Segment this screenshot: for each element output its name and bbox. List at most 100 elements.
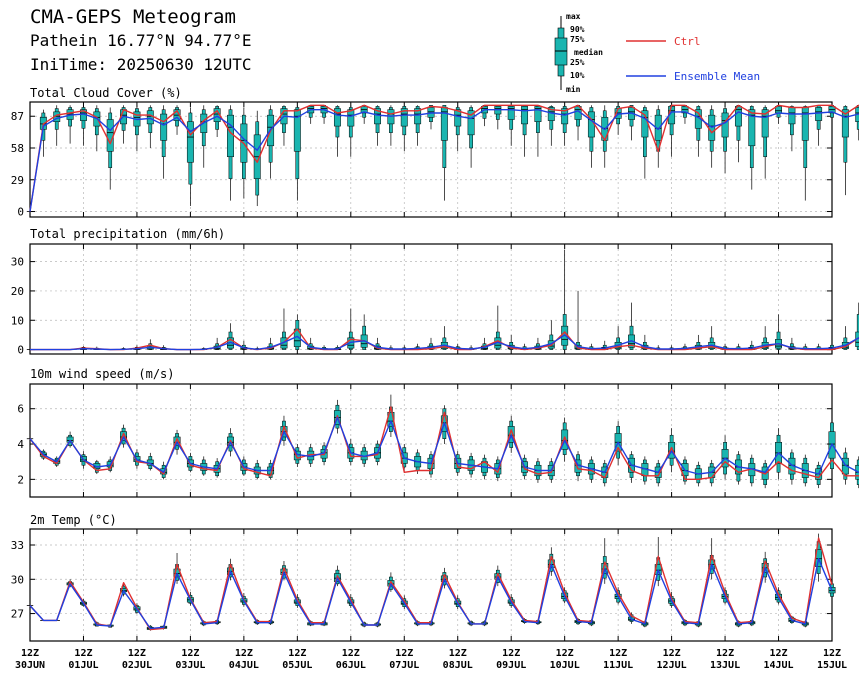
- ensemble-box: [521, 105, 529, 157]
- ctrl-line: [29, 406, 859, 480]
- legend-box-label: 75%: [570, 35, 585, 44]
- panel-title: 10m wind speed (m/s): [30, 367, 175, 381]
- ensemble-box: [186, 107, 194, 207]
- legend-box-label: max: [566, 12, 581, 21]
- ensemble-box: [654, 105, 662, 168]
- x-tick-label-day: 04JUL: [229, 660, 259, 671]
- legend-box-label: 10%: [570, 71, 585, 80]
- x-tick-label-hour: 12Z: [663, 648, 681, 659]
- x-tick-label-day: 12JUL: [657, 660, 687, 671]
- box-25-75: [374, 108, 381, 125]
- ensemble-box: [267, 105, 275, 179]
- ensemble-box: [507, 105, 515, 146]
- box-25-75: [668, 442, 676, 459]
- ensemble-box: [253, 110, 261, 207]
- ensemble-box: [93, 105, 101, 152]
- box-25-75: [467, 110, 475, 136]
- box-25-75: [66, 436, 74, 443]
- chart-title: CMA-GEPS Meteogram: [30, 6, 236, 28]
- init-time-label: IniTime: 20250630 12UTC: [30, 55, 252, 74]
- box-25-75: [654, 114, 662, 141]
- y-tick-label: 33: [11, 539, 24, 552]
- ensemble-box: [240, 107, 248, 199]
- x-tick-label-hour: 12Z: [21, 648, 39, 659]
- x-tick-label-day: 10JUL: [550, 660, 580, 671]
- legend-ctrl-label: Ctrl: [674, 35, 701, 48]
- legend-box-label: min: [566, 84, 581, 94]
- box-25-75: [120, 431, 128, 441]
- box-25-75: [841, 109, 849, 138]
- ensemble-box: [66, 105, 74, 144]
- panel-title: Total precipitation (mm/6h): [30, 227, 225, 241]
- ensemble-box: [160, 105, 168, 179]
- panel-temp: 2m Temp (°C) 27 30 33: [11, 513, 836, 642]
- y-tick-label: 20: [11, 285, 24, 298]
- y-tick-label: 29: [11, 174, 24, 187]
- box-25-75: [454, 109, 462, 127]
- y-tick-label: 30: [11, 256, 24, 269]
- x-tick-label-day: 14JUL: [763, 660, 793, 671]
- ensemble-box: [53, 105, 61, 146]
- x-tick-label-hour: 12Z: [556, 648, 574, 659]
- x-tick-label-hour: 12Z: [288, 648, 306, 659]
- ensemble-box: [748, 105, 756, 190]
- x-tick-label-day: 07JUL: [389, 660, 419, 671]
- ensemble-box: [494, 105, 502, 130]
- ensemble-box: [641, 456, 649, 485]
- ensemble-box: [227, 105, 234, 201]
- ensemble-box: [628, 105, 635, 141]
- x-axis-labels: 12Z30JUN12Z01JUL12Z02JUL12Z03JUL12Z04JUL…: [15, 648, 847, 671]
- box-25-75: [801, 107, 809, 141]
- y-tick-label: 0: [17, 344, 24, 357]
- ensemble-box: [668, 428, 676, 473]
- x-tick-label-day: 15JUL: [817, 660, 847, 671]
- box-25-75: [561, 429, 569, 450]
- ensemble-box: [146, 105, 154, 148]
- ensemble-box: [146, 452, 154, 471]
- ensemble-box: [855, 105, 859, 141]
- ensemble-box: [534, 105, 542, 157]
- ensemble-box: [641, 105, 649, 179]
- ensemble-box: [333, 105, 341, 157]
- box-25-75: [507, 106, 515, 120]
- ensemble-box: [547, 105, 555, 146]
- legend-mean-label: Ensemble Mean: [674, 70, 760, 83]
- box-25-75: [748, 109, 756, 147]
- box-25-75: [227, 114, 234, 158]
- ensemble-box: [293, 105, 301, 201]
- x-tick-label-hour: 12Z: [342, 648, 360, 659]
- legend-box-label: 25%: [570, 58, 585, 67]
- ensemble-box: [213, 105, 221, 138]
- ensemble-box: [748, 454, 756, 487]
- x-tick-label-day: 01JUL: [68, 660, 98, 671]
- ensemble-box: [788, 105, 796, 152]
- x-tick-label-day: 03JUL: [175, 660, 205, 671]
- x-tick-label-day: 13JUL: [710, 660, 740, 671]
- x-tick-label-day: 11JUL: [603, 660, 633, 671]
- ensemble-box: [80, 105, 87, 146]
- location-label: Pathein 16.77°N 94.77°E: [30, 31, 252, 50]
- panel-title: 2m Temp (°C): [30, 513, 117, 527]
- box-25-75: [106, 119, 114, 152]
- x-tick-label-hour: 12Z: [181, 648, 199, 659]
- ctrl-line: [29, 104, 859, 212]
- x-tick-label-hour: 12Z: [823, 648, 841, 659]
- ensemble-mean-line: [29, 108, 859, 212]
- y-tick-label: 87: [11, 110, 24, 123]
- box-25-75: [815, 107, 823, 121]
- ensemble-box: [227, 323, 234, 350]
- x-tick-label-hour: 12Z: [395, 648, 413, 659]
- box-25-75: [293, 109, 301, 152]
- box-25-75: [561, 108, 569, 125]
- box-25-75: [761, 109, 769, 138]
- box-25-75: [186, 121, 194, 163]
- box-25-75: [400, 108, 408, 127]
- x-tick-label-hour: 12Z: [74, 648, 92, 659]
- ensemble-box: [788, 449, 796, 485]
- x-tick-label-hour: 12Z: [235, 648, 253, 659]
- panel-title: Total Cloud Cover (%): [30, 86, 182, 100]
- ensemble-box: [855, 302, 859, 350]
- box-25-75: [414, 108, 422, 125]
- box-25-75: [146, 110, 154, 125]
